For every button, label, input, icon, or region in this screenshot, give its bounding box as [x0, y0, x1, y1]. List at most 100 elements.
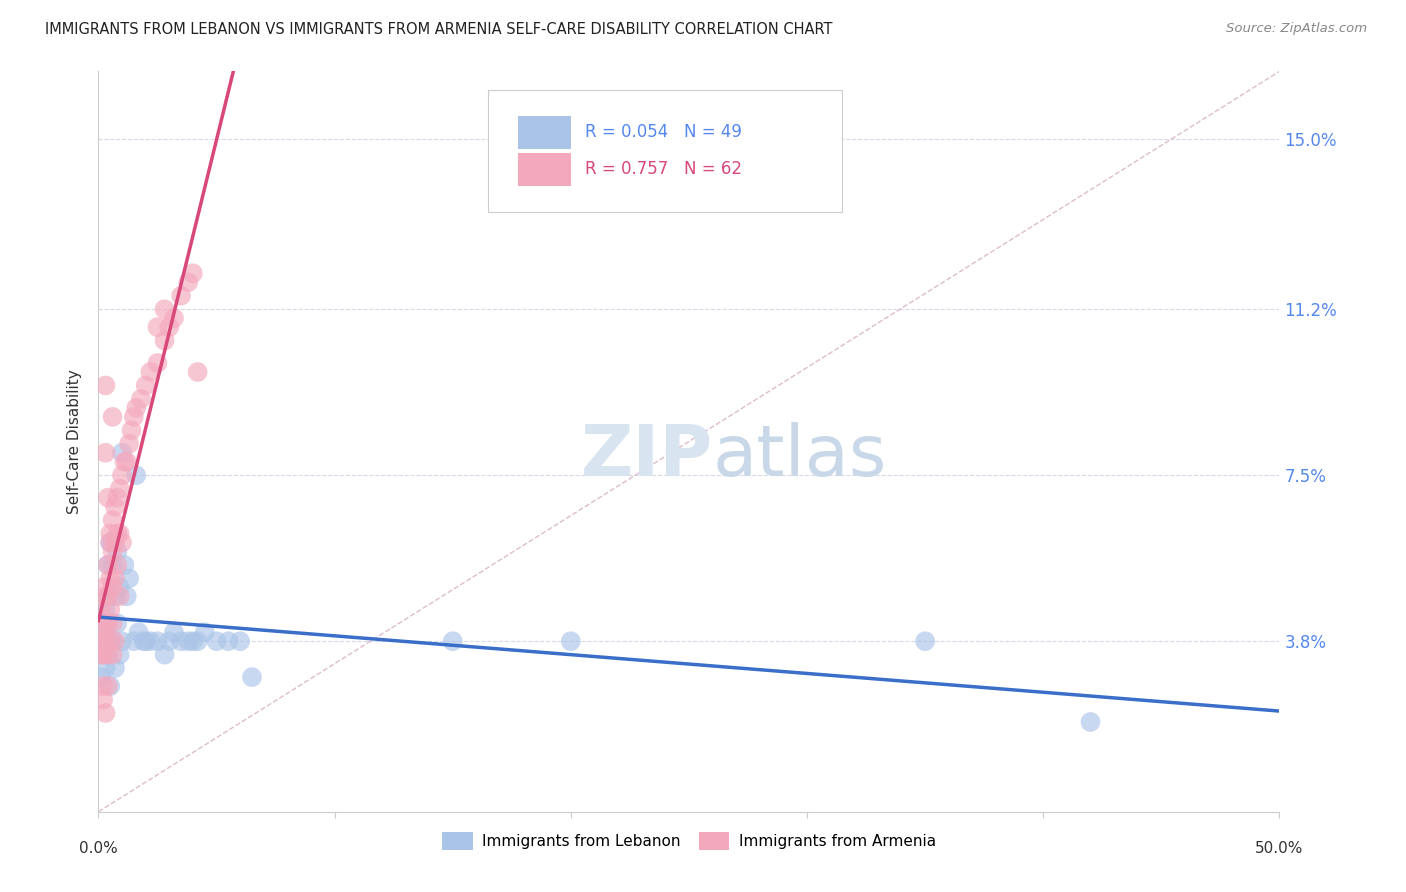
Point [97, 679, 120, 693]
Point [139, 365, 162, 379]
Point [146, 634, 169, 648]
Text: Source: ZipAtlas.com: Source: ZipAtlas.com [1226, 22, 1367, 36]
Point [111, 446, 134, 460]
Point [115, 455, 138, 469]
FancyBboxPatch shape [517, 116, 571, 149]
Point [135, 378, 157, 392]
Text: 0.0%: 0.0% [79, 841, 118, 856]
Point [187, 365, 209, 379]
Point [91, 692, 114, 706]
Point [101, 648, 124, 662]
Point [122, 409, 145, 424]
Point [240, 670, 263, 684]
Point [105, 491, 128, 505]
Point [205, 634, 228, 648]
Point [101, 634, 124, 648]
FancyBboxPatch shape [488, 90, 842, 212]
Point [108, 482, 131, 496]
Point [146, 356, 169, 370]
Point [125, 468, 148, 483]
Point [90, 603, 112, 617]
Point [104, 590, 127, 604]
Point [125, 401, 148, 415]
Point [139, 634, 162, 648]
Legend: Immigrants from Lebanon, Immigrants from Armenia: Immigrants from Lebanon, Immigrants from… [436, 826, 942, 856]
Point [91, 616, 114, 631]
Point [97, 590, 120, 604]
Point [560, 634, 582, 648]
Point [441, 634, 464, 648]
Point [112, 455, 135, 469]
Point [101, 409, 124, 424]
Point [115, 590, 138, 604]
Point [98, 535, 121, 549]
Text: 50.0%: 50.0% [1256, 841, 1303, 856]
Point [94, 446, 117, 460]
Point [187, 634, 209, 648]
Point [104, 500, 127, 514]
Point [157, 320, 180, 334]
Point [105, 558, 128, 572]
Point [1080, 714, 1102, 729]
Point [170, 289, 193, 303]
Text: atlas: atlas [713, 422, 887, 491]
Point [229, 634, 252, 648]
Point [177, 634, 200, 648]
Point [97, 648, 120, 662]
Point [104, 535, 127, 549]
Point [98, 634, 121, 648]
Point [101, 580, 124, 594]
Point [108, 648, 131, 662]
Point [163, 311, 186, 326]
Text: ZIP: ZIP [581, 422, 713, 491]
Point [128, 625, 150, 640]
Point [118, 437, 141, 451]
Point [129, 392, 152, 406]
Y-axis label: Self-Care Disability: Self-Care Disability [67, 369, 83, 514]
Text: IMMIGRANTS FROM LEBANON VS IMMIGRANTS FROM ARMENIA SELF-CARE DISABILITY CORRELAT: IMMIGRANTS FROM LEBANON VS IMMIGRANTS FR… [45, 22, 832, 37]
Point [153, 334, 176, 348]
Point [181, 634, 204, 648]
Point [101, 558, 124, 572]
Point [132, 634, 155, 648]
Point [94, 616, 117, 631]
Point [91, 648, 114, 662]
Point [108, 526, 131, 541]
Point [104, 634, 127, 648]
Point [91, 679, 114, 693]
Point [94, 661, 117, 675]
Point [94, 603, 117, 617]
Text: R = 0.054   N = 49: R = 0.054 N = 49 [585, 123, 742, 142]
FancyBboxPatch shape [517, 153, 571, 186]
Point [97, 558, 120, 572]
Point [112, 558, 135, 572]
Point [153, 648, 176, 662]
Point [97, 616, 120, 631]
Point [111, 535, 134, 549]
Point [105, 526, 128, 541]
Point [217, 634, 239, 648]
Point [146, 320, 169, 334]
Point [118, 571, 141, 585]
Point [91, 625, 114, 640]
Point [108, 590, 131, 604]
Point [98, 526, 121, 541]
Point [94, 625, 117, 640]
Point [90, 670, 112, 684]
Point [177, 275, 200, 289]
Point [122, 634, 145, 648]
Point [94, 378, 117, 392]
Point [101, 544, 124, 558]
Point [111, 634, 134, 648]
Point [98, 535, 121, 549]
Point [98, 634, 121, 648]
Point [157, 634, 180, 648]
Point [91, 648, 114, 662]
Point [90, 634, 112, 648]
Point [97, 590, 120, 604]
Point [153, 302, 176, 317]
Point [105, 544, 128, 558]
Point [170, 634, 193, 648]
Point [90, 634, 112, 648]
Point [94, 634, 117, 648]
